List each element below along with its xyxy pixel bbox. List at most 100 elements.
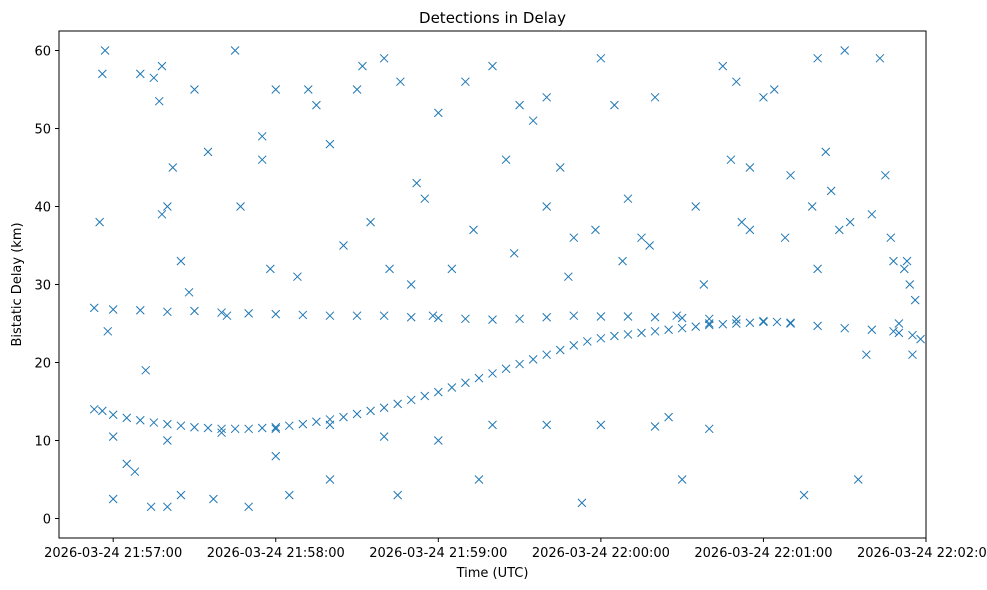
data-point bbox=[469, 225, 478, 235]
y-axis: 0 10 20 30 40 50 60 bbox=[34, 45, 59, 528]
data-point bbox=[799, 490, 809, 500]
data-point bbox=[650, 312, 660, 322]
data-point bbox=[677, 475, 687, 484]
data-point bbox=[731, 315, 741, 324]
data-point bbox=[704, 424, 714, 434]
data-point bbox=[461, 314, 470, 324]
x-axis-label: Time (UTC) bbox=[456, 566, 529, 581]
data-point bbox=[596, 53, 606, 63]
data-point bbox=[312, 417, 321, 427]
data-point bbox=[821, 147, 831, 157]
data-point bbox=[461, 378, 470, 388]
data-point bbox=[610, 100, 619, 110]
data-point bbox=[786, 170, 795, 180]
data-point bbox=[501, 155, 511, 165]
data-point bbox=[474, 475, 484, 484]
data-point bbox=[542, 420, 552, 430]
data-point bbox=[163, 307, 172, 317]
data-point bbox=[447, 264, 457, 274]
data-point bbox=[786, 319, 795, 328]
data-point bbox=[509, 248, 519, 258]
data-point bbox=[515, 314, 524, 324]
data-point bbox=[902, 256, 912, 266]
data-point bbox=[745, 318, 755, 328]
data-point bbox=[515, 100, 524, 110]
data-point bbox=[271, 422, 281, 432]
data-point bbox=[474, 373, 484, 383]
data-point bbox=[406, 280, 416, 289]
data-point bbox=[894, 328, 904, 338]
data-point bbox=[461, 77, 470, 87]
data-point bbox=[528, 355, 538, 364]
data-markers bbox=[89, 46, 925, 512]
data-point bbox=[813, 321, 822, 331]
data-point bbox=[704, 319, 714, 328]
data-point bbox=[542, 92, 552, 102]
data-point bbox=[834, 225, 844, 235]
data-point bbox=[910, 295, 920, 305]
data-point bbox=[352, 311, 362, 321]
data-point bbox=[203, 423, 213, 433]
data-point bbox=[168, 163, 178, 172]
data-point bbox=[769, 85, 779, 94]
data-point bbox=[420, 391, 430, 401]
data-point bbox=[95, 217, 104, 227]
data-point bbox=[412, 178, 421, 188]
data-point bbox=[488, 61, 497, 71]
data-point bbox=[100, 46, 110, 55]
data-point bbox=[899, 264, 909, 274]
data-point bbox=[385, 264, 394, 274]
data-point bbox=[826, 186, 836, 196]
data-point bbox=[108, 410, 118, 420]
data-point bbox=[352, 85, 362, 94]
data-point bbox=[352, 409, 362, 419]
data-point bbox=[428, 311, 438, 321]
data-point bbox=[176, 256, 186, 266]
x-tick-label: 2026-03-24 21:59:00 bbox=[369, 546, 507, 561]
data-point bbox=[596, 312, 606, 321]
data-point bbox=[691, 202, 701, 211]
data-point bbox=[718, 61, 728, 71]
data-point bbox=[862, 350, 871, 360]
data-point bbox=[190, 422, 199, 432]
data-point bbox=[447, 383, 457, 392]
data-point bbox=[257, 131, 267, 141]
data-point bbox=[230, 424, 240, 434]
data-point bbox=[718, 319, 728, 329]
data-point bbox=[163, 419, 172, 429]
data-point bbox=[149, 73, 159, 83]
data-point bbox=[759, 92, 768, 102]
data-point bbox=[217, 308, 226, 317]
data-point bbox=[555, 163, 565, 172]
data-point bbox=[569, 233, 579, 243]
data-point bbox=[339, 241, 348, 250]
data-point bbox=[867, 209, 877, 219]
y-tick-label: 60 bbox=[34, 45, 51, 60]
data-point bbox=[265, 264, 275, 274]
data-point bbox=[488, 315, 497, 324]
data-point bbox=[731, 77, 741, 87]
data-point bbox=[358, 61, 367, 71]
data-point bbox=[704, 320, 714, 330]
data-point bbox=[786, 318, 795, 328]
y-tick-label: 0 bbox=[43, 513, 51, 528]
data-point bbox=[542, 202, 552, 211]
data-point bbox=[146, 502, 156, 512]
data-point bbox=[271, 424, 281, 434]
data-point bbox=[393, 399, 403, 409]
data-point bbox=[677, 323, 687, 333]
data-point bbox=[596, 333, 606, 343]
data-point bbox=[217, 428, 226, 438]
data-point bbox=[271, 451, 281, 461]
data-point bbox=[209, 494, 218, 504]
data-point bbox=[190, 85, 199, 94]
data-point bbox=[379, 311, 389, 321]
data-point bbox=[244, 502, 254, 512]
data-point bbox=[108, 305, 118, 314]
data-point bbox=[664, 325, 673, 335]
chart-title: Detections in Delay bbox=[419, 9, 566, 27]
plot-background bbox=[59, 31, 926, 538]
data-point bbox=[176, 490, 186, 500]
data-point bbox=[244, 309, 254, 318]
data-point bbox=[433, 387, 443, 397]
